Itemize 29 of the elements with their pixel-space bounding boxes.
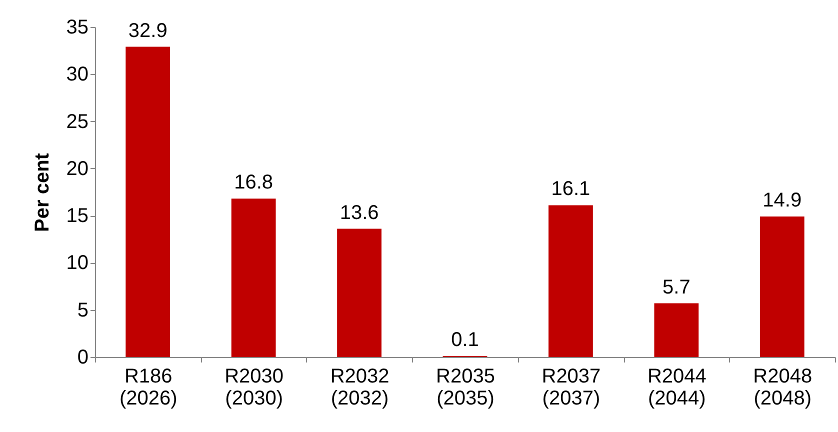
x-tick-label: R2030 (2030) [224,366,284,410]
x-tick-label: R2044 (2044) [647,366,706,410]
bar [337,228,382,357]
bar [126,46,170,357]
data-label: 16.1 [551,178,590,200]
data-label: 5.7 [662,276,690,298]
data-label: 13.6 [340,202,379,224]
x-tick-label: R2048 (2048) [753,366,812,410]
bar [231,198,276,357]
y-axis-title: Per cent [31,152,54,232]
x-tick-label: R2035 (2035) [436,366,495,410]
y-tick-label: 10 [66,252,88,274]
x-tick-label: R186 (2026) [119,366,178,410]
data-label: 16.8 [234,172,274,194]
y-tick-label: 25 [66,110,88,133]
y-tick-label: 0 [77,346,88,368]
data-label: 14.9 [762,190,802,212]
x-tick-label: R2032 (2032) [330,366,390,410]
y-tick-label: 15 [66,205,88,228]
y-tick-label: 35 [66,16,88,38]
y-tick-label: 5 [77,299,88,322]
y-tick-label: 30 [66,64,88,86]
data-label: 32.9 [128,20,168,42]
data-label: 0.1 [451,329,479,352]
y-tick-label: 20 [66,158,88,180]
bar [654,303,699,357]
bar [760,216,804,357]
bar [548,205,593,357]
x-tick-label: R2037 (2037) [542,366,601,410]
